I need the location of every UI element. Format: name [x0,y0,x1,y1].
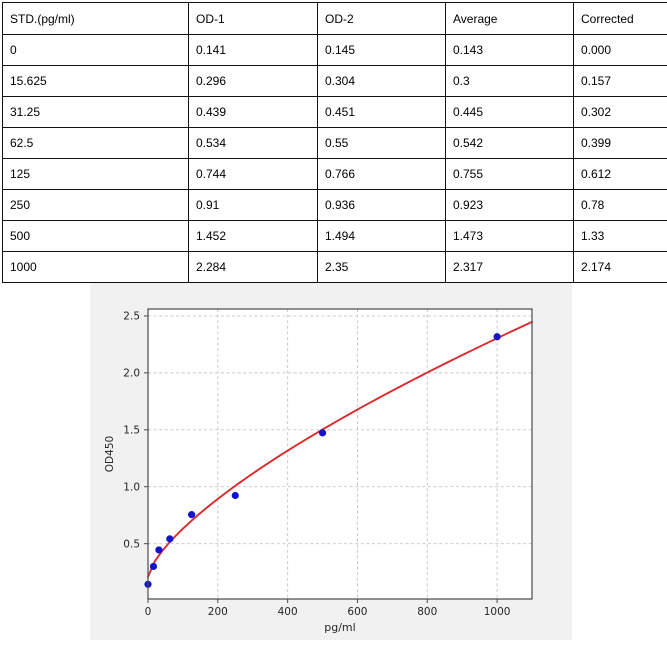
table-cell: 0.91 [188,189,318,221]
table-body: 0 0.141 0.145 0.143 0.000 15.625 0.296 0.304 0.3… [2,34,667,283]
table-cell: 0.766 [317,158,446,190]
table-cell: 0.141 [188,34,318,66]
table-header-row: STD.(pg/ml) OD-1 OD-2 Average Corrected [2,2,667,35]
table-cell: 1.494 [317,220,446,252]
table-cell: 0.612 [573,158,667,190]
table-cell: 0.445 [445,96,574,128]
table-cell: 0.923 [445,189,574,221]
table-cell: 1000 [2,251,189,283]
table-cell: 0.3 [445,65,574,97]
table-row: 15.625 0.296 0.304 0.3 0.157 [2,65,667,97]
x-tick-label: 0 [145,606,152,618]
y-tick-label: 2.5 [123,311,140,323]
table-cell: 0.302 [573,96,667,128]
standard-table: STD.(pg/ml) OD-1 OD-2 Average Corrected 0 0.1… [2,2,667,283]
y-tick-label: 1.5 [123,424,140,436]
table-cell: 0.143 [445,34,574,66]
axes-spines [147,308,533,600]
table-cell: 0.755 [445,158,574,190]
data-point [231,491,239,500]
table-cell: 0.744 [188,158,318,190]
table-row: 500 1.452 1.494 1.473 1.33 [2,220,667,252]
x-tick-label: 600 [347,606,367,618]
column-header: STD.(pg/ml) [2,2,189,35]
x-tick-label: 1000 [484,606,511,618]
table-row: 250 0.91 0.936 0.923 0.78 [2,189,667,221]
plot-area [148,309,532,599]
y-tick-label: 2.0 [123,367,140,379]
table-cell: 31.25 [2,96,189,128]
table-row: 125 0.744 0.766 0.755 0.612 [2,158,667,190]
y-axis-label: OD450 [104,436,116,472]
standard-curve-chart: 0 200 400 600 800 1000 0.5 1.0 1.5 2.0 2.5 pg/ml OD4… [90,283,572,640]
table-cell: 2.174 [573,251,667,283]
table-cell: 500 [2,220,189,252]
table-cell: 15.625 [2,65,189,97]
table-cell: 0.399 [573,127,667,159]
column-header: Average [445,2,574,35]
table-cell: 0.000 [573,34,667,66]
data-point [188,511,196,519]
column-header: Corrected [573,2,667,35]
table-cell: 1.33 [573,220,667,252]
table-cell: 2.35 [317,251,446,283]
data-point [149,562,158,571]
fit-curve-line [147,320,533,578]
column-header: OD-2 [317,2,446,35]
table-cell: 0.451 [317,96,446,128]
table-cell: 0 [2,34,189,66]
table-cell: 250 [2,189,189,221]
table-cell: 125 [2,158,189,190]
table-cell: 0.157 [573,65,667,97]
standard-curve-figure: 0 200 400 600 800 1000 0.5 1.0 1.5 2.0 2.5 pg/ml OD4… [90,283,572,640]
table-cell: 0.304 [317,65,446,97]
x-tick-label: 400 [278,606,298,618]
x-tick-label: 200 [208,606,228,618]
table-cell: 0.78 [573,189,667,221]
table-cell: 0.542 [445,127,574,159]
data-point [155,546,163,554]
table-cell: 0.55 [317,127,446,159]
x-axis-label: pg/ml [324,621,355,634]
table-row: 62.5 0.534 0.55 0.542 0.399 [2,127,667,159]
table-row: 1000 2.284 2.35 2.317 2.174 [2,251,667,283]
column-header: OD-1 [188,2,318,35]
data-point [493,333,501,341]
table-cell: 1.452 [188,220,318,252]
y-tick-label: 1.0 [123,481,140,493]
table-cell: 62.5 [2,127,189,159]
table-cell: 0.936 [317,189,446,221]
x-tick-label: 800 [417,606,437,618]
table-cell: 0.439 [188,96,318,128]
data-point [318,429,327,437]
table-cell: 2.284 [188,251,318,283]
table-cell: 2.317 [445,251,574,283]
table-cell: 0.296 [188,65,318,97]
y-tick-label: 0.5 [123,538,140,550]
table-cell: 0.534 [188,127,318,159]
table-cell: 1.473 [445,220,574,252]
table-cell: 0.145 [317,34,446,66]
table-row: 0 0.141 0.145 0.143 0.000 [2,34,667,66]
data-point [166,535,174,543]
table-row: 31.25 0.439 0.451 0.445 0.302 [2,96,667,128]
